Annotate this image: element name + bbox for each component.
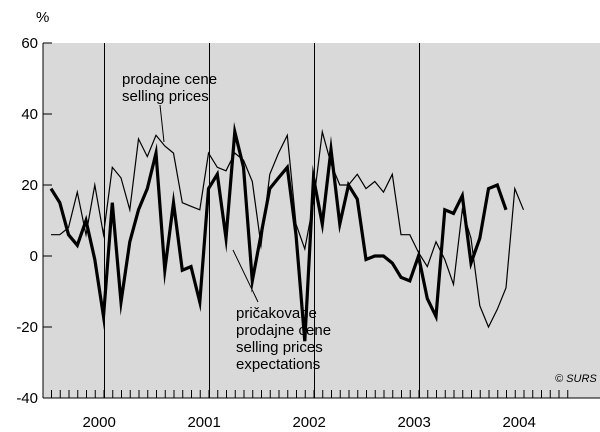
selling-price-expectations-label: pričakovane [236, 305, 317, 322]
selling-price-expectations-label: expectations [236, 356, 320, 373]
year-label: 2004 [502, 414, 535, 431]
y-tick-label: 60 [21, 35, 38, 52]
y-ticks: 60 40 20 0 -20 -40 [16, 35, 52, 407]
year-label: 2002 [292, 414, 325, 431]
copyright-label: © SURS [555, 373, 597, 385]
y-unit-label: % [36, 9, 49, 26]
series-lines [49, 121, 525, 342]
month-ticks [51, 390, 569, 398]
year-bands [104, 43, 420, 398]
y-tick-label: 40 [21, 106, 38, 123]
selling-price-expectations-leader [232, 249, 259, 303]
y-tick-label: 0 [30, 248, 38, 265]
selling-price-expectations-label: prodajne cene [236, 322, 331, 339]
selling-prices-line [51, 128, 525, 329]
selling-price-expectations-line [49, 121, 508, 342]
year-labels: 2000 2001 2002 2003 2004 [82, 414, 535, 431]
selling-prices-label: prodajne cene [122, 71, 217, 88]
y-tick-label: 20 [21, 177, 38, 194]
y-tick-label: -20 [16, 319, 38, 336]
year-label: 2000 [82, 414, 115, 431]
year-label: 2003 [397, 414, 430, 431]
selling-price-expectations-label: selling prices [236, 339, 323, 356]
selling-prices-label: selling prices [122, 88, 209, 105]
y-tick-label: -40 [16, 390, 38, 407]
year-label: 2001 [187, 414, 220, 431]
selling-prices-leader [159, 104, 165, 143]
